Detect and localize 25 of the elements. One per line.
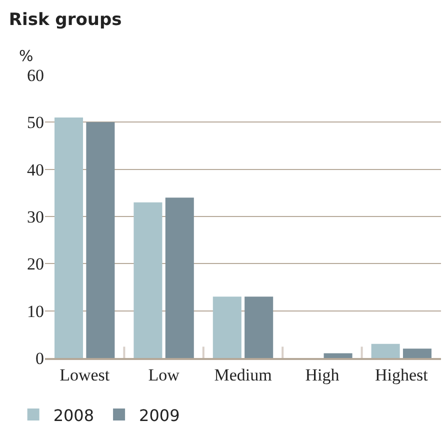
y-tick-label: 50 [27,113,44,132]
bar [165,198,194,358]
x-tick-label: Low [148,365,180,384]
bar [371,344,400,358]
x-tick-label: High [305,365,340,384]
y-axis-title: % [19,47,34,65]
x-tick-label: Lowest [60,365,110,384]
bar [134,202,162,358]
bar [86,122,115,358]
chart-title: Risk groups [8,10,122,30]
bar [212,296,242,358]
y-tick-label: 0 [36,348,44,368]
legend-label: 2008 [53,406,94,425]
bar [244,296,274,358]
y-tick-label: 40 [27,160,44,180]
y-tick-label: 30 [27,207,44,226]
x-tick-label: Medium [214,365,272,384]
bar [324,353,352,358]
x-tick-label: Highest [374,365,428,384]
y-tick-label: 10 [27,302,44,321]
bar [402,348,432,358]
legend-label: 2009 [139,406,180,425]
bar [54,117,84,358]
y-tick-label: 20 [27,254,44,274]
y-tick-label: 60 [27,66,44,85]
